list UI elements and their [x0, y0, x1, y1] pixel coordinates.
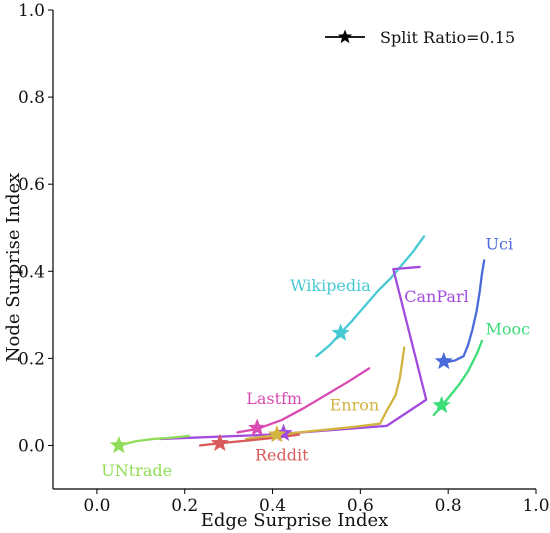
labels-layer: Wikipedia CanParl Uci Mooc Lastfm Enron Reddit… — [101, 235, 530, 480]
series-label-enron: Enron — [330, 396, 380, 415]
y-tick-label: 0.6 — [18, 175, 45, 195]
star-marker-lastfm — [247, 418, 267, 436]
legend-layer: Split Ratio=0.15 — [325, 28, 515, 47]
series-label-lastfm: Lastfm — [246, 389, 302, 408]
legend-star-icon — [337, 29, 353, 44]
x-tick-label: 0.4 — [259, 496, 286, 516]
star-marker-mooc — [432, 395, 451, 414]
series-label-canparl: CanParl — [404, 287, 468, 306]
star-marker-enron — [267, 424, 287, 443]
legend-label: Split Ratio=0.15 — [380, 28, 515, 47]
y-tick-label: 0.8 — [18, 88, 45, 108]
axes-layer: 0.0 0.2 0.4 0.6 0.8 1.0 0.0 0.2 0.4 0.6 0.8 1.0 Edge… — [3, 1, 550, 531]
star-marker-wikipedia — [331, 323, 350, 341]
star-marker-reddit — [210, 433, 230, 452]
series-line-untrade — [117, 434, 191, 447]
series-label-uci: Uci — [486, 235, 514, 254]
y-tick-label: 0.0 — [18, 436, 45, 456]
star-marker-uci — [434, 351, 454, 370]
y-axis-title: Node Surprise Index — [3, 173, 24, 363]
series-label-untrade: UNtrade — [101, 461, 172, 480]
y-tick-label: 1.0 — [18, 1, 45, 21]
series-label-mooc: Mooc — [486, 319, 531, 338]
star-marker-untrade — [109, 435, 129, 454]
series-layer — [109, 235, 486, 454]
x-tick-label: 0.8 — [435, 496, 462, 516]
x-tick-label: 0.6 — [347, 496, 374, 516]
x-tick-label: 1.0 — [522, 496, 549, 516]
y-tick-label: 0.4 — [18, 262, 45, 282]
series-line-wikipedia — [315, 235, 426, 358]
y-tick-label: 0.2 — [18, 349, 45, 369]
series-line-canparl — [159, 265, 428, 441]
x-tick-label: 0.0 — [83, 496, 110, 516]
x-axis-title: Edge Surprise Index — [201, 510, 389, 531]
series-label-reddit: Reddit — [255, 446, 309, 465]
x-tick-label: 0.2 — [171, 496, 198, 516]
series-line-enron — [245, 346, 406, 441]
series-line-uci — [442, 259, 486, 364]
series-label-wikipedia: Wikipedia — [290, 276, 371, 295]
